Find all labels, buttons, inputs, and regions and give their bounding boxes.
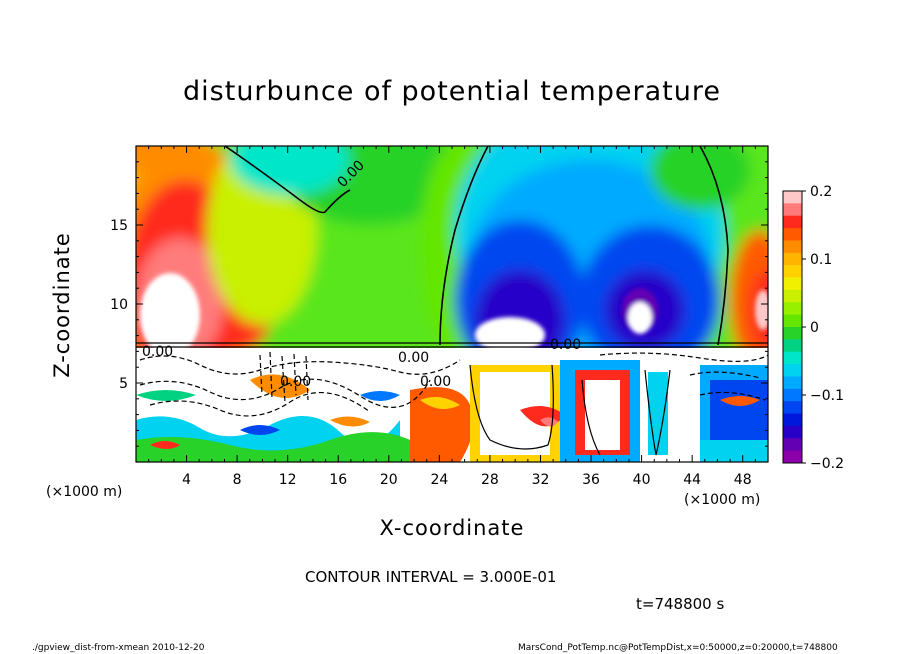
colorbar-swatch bbox=[783, 252, 802, 266]
contour-lines bbox=[136, 146, 768, 456]
colorbar-swatch bbox=[783, 339, 802, 353]
x-tick-label: 16 bbox=[329, 472, 347, 488]
colorbar-swatch bbox=[783, 289, 802, 303]
colorbar-swatch bbox=[783, 203, 802, 217]
colorbar-swatch bbox=[783, 438, 802, 452]
contour-label: 0.00 bbox=[550, 337, 581, 353]
colorbar-swatch bbox=[783, 364, 802, 377]
colorbar-swatch bbox=[783, 376, 802, 390]
x-axis-label: X-coordinate bbox=[0, 516, 904, 540]
x-tick-label: 24 bbox=[430, 472, 448, 488]
contour-lower-b bbox=[644, 369, 671, 456]
colorbar-axis: 0.2 0.1 0 −0.1 −0.2 bbox=[802, 184, 844, 472]
colorbar-swatch bbox=[783, 425, 802, 439]
colorbar-swatch bbox=[783, 450, 802, 464]
colorbar-swatch bbox=[783, 191, 802, 204]
contour-label: 0.00 bbox=[420, 374, 451, 390]
colorbar-swatch bbox=[783, 413, 802, 427]
x-axis-label-text: X-coordinate bbox=[379, 516, 525, 540]
colorbar-swatch bbox=[783, 314, 802, 328]
colorbar-swatch bbox=[783, 302, 802, 316]
x-unit-label-right: (×1000 m) bbox=[684, 492, 761, 508]
colorbar-tick-label: −0.2 bbox=[810, 456, 844, 472]
x-tick-label: 36 bbox=[582, 472, 600, 488]
x-tick-label: 40 bbox=[633, 472, 651, 488]
colorbar bbox=[783, 191, 802, 464]
x-tick-label: 20 bbox=[380, 472, 398, 488]
x-unit-label-left: (×1000 m) bbox=[46, 484, 123, 500]
x-tick-label: 8 bbox=[233, 472, 242, 488]
contour-label: 0.00 bbox=[280, 374, 311, 390]
colorbar-swatch bbox=[783, 351, 802, 365]
contour-zero-upper-left bbox=[224, 146, 351, 214]
contour-dashed bbox=[139, 351, 768, 417]
colorbar-swatch bbox=[783, 401, 802, 415]
x-tick-label: 32 bbox=[532, 472, 550, 488]
x-tick-label: 44 bbox=[683, 472, 701, 488]
y-tick-label: 5 bbox=[119, 376, 128, 392]
x-axis: 4 8 12 16 20 24 28 32 36 40 44 48 bbox=[148, 146, 756, 488]
contour-zero-mid bbox=[439, 146, 489, 346]
colorbar-swatch bbox=[783, 228, 802, 241]
y-tick-label: 10 bbox=[110, 297, 128, 313]
x-tick-label: 12 bbox=[279, 472, 297, 488]
heatmap-field: 0.00 0.00 0.00 0.00 0.00 0.00 bbox=[136, 146, 768, 462]
colorbar-tick-label: −0.1 bbox=[810, 388, 844, 404]
footer-script-label: ./gpview_dist-from-xmean 2010-12-20 bbox=[32, 643, 205, 653]
contour-interval-label: CONTOUR INTERVAL = 3.000E-01 bbox=[305, 568, 557, 586]
contour-label: 0.00 bbox=[398, 350, 429, 366]
x-tick-label: 48 bbox=[734, 472, 752, 488]
colorbar-tick-label: 0.2 bbox=[810, 184, 832, 200]
colorbar-tick-label: 0.1 bbox=[810, 252, 832, 268]
y-axis: 5 10 15 bbox=[110, 161, 768, 447]
colorbar-swatch bbox=[783, 215, 802, 229]
colorbar-swatch bbox=[783, 388, 802, 402]
colorbar-swatch bbox=[783, 327, 802, 340]
contour-lower-a bbox=[581, 379, 601, 456]
upper-cores bbox=[140, 273, 768, 357]
x-tick-label: 4 bbox=[182, 472, 191, 488]
contour-lower-mid bbox=[469, 364, 554, 450]
colorbar-swatch bbox=[783, 265, 802, 279]
chart-title: disturbunce of potential temperature bbox=[183, 76, 721, 107]
colorbar-swatch bbox=[783, 277, 802, 291]
colorbar-swatch bbox=[783, 240, 802, 254]
contour-label: 0.00 bbox=[142, 344, 173, 360]
x-tick-label: 28 bbox=[481, 472, 499, 488]
time-label: t=748800 s bbox=[636, 595, 725, 613]
y-tick-label: 15 bbox=[110, 218, 128, 234]
colorbar-tick-label: 0 bbox=[810, 320, 819, 336]
contour-zero-right bbox=[699, 146, 729, 346]
footer-source-label: MarsCond_PotTemp.nc@PotTempDist,x=0:5000… bbox=[518, 643, 838, 653]
